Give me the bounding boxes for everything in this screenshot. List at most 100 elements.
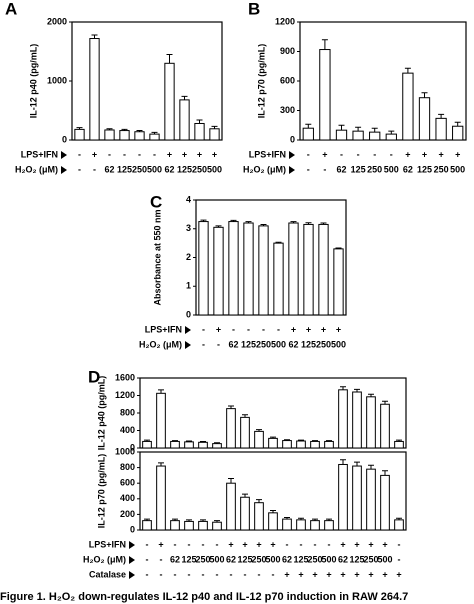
condition-value: -	[244, 569, 247, 579]
condition-value: 62	[164, 164, 174, 174]
condition-value: -	[323, 164, 326, 174]
y-tick-label: 300	[280, 105, 295, 115]
error-bar	[335, 247, 342, 249]
bar	[212, 443, 222, 449]
condition-value: -	[78, 164, 81, 174]
y-axis-label: IL-12 p40 (pg/mL)	[28, 44, 38, 119]
bar	[142, 440, 152, 449]
condition-value: -	[188, 569, 191, 579]
condition-value: 62	[338, 554, 348, 564]
bar	[418, 97, 431, 141]
condition-value: 62	[336, 164, 346, 174]
y-tick-label: 1	[186, 281, 191, 291]
error-bar	[144, 518, 150, 521]
bar	[394, 519, 404, 531]
condition-value: +	[284, 569, 289, 579]
condition-value: -	[108, 149, 111, 159]
bar	[212, 521, 222, 531]
condition-value: -	[174, 569, 177, 579]
condition-value: -	[357, 149, 360, 159]
error-bar	[245, 221, 252, 223]
condition-value: 62	[228, 339, 238, 349]
bar	[352, 130, 364, 141]
error-bar	[305, 123, 312, 129]
bar	[184, 441, 194, 449]
y-tick-label: 0	[62, 134, 67, 144]
condition-value: 250	[132, 164, 147, 174]
condition-value: -	[373, 149, 376, 159]
panel-letter: D	[88, 367, 100, 386]
bar	[273, 242, 284, 316]
condition-value: 125	[349, 554, 364, 564]
condition-value: 62	[104, 164, 114, 174]
bar	[302, 127, 314, 141]
bar	[119, 130, 130, 141]
condition-value: +	[336, 324, 341, 334]
bar	[324, 520, 334, 531]
error-bar	[270, 436, 276, 439]
condition-value: 62	[288, 339, 298, 349]
bar	[184, 520, 194, 531]
condition-value: 125	[351, 164, 366, 174]
error-bar	[106, 128, 113, 130]
error-bar	[172, 518, 178, 521]
condition-value: -	[138, 149, 141, 159]
condition-value: +	[382, 569, 387, 579]
condition-value: -	[93, 164, 96, 174]
condition-value: -	[202, 324, 205, 334]
error-bar	[260, 223, 267, 226]
condition-value: 500	[271, 339, 286, 349]
bar	[156, 392, 166, 449]
y-tick-label: 1000	[47, 75, 67, 85]
bar	[324, 440, 334, 449]
condition-value: -	[202, 569, 205, 579]
caption: Figure 1. H₂O₂ down-regulates IL-12 p40 …	[0, 591, 408, 603]
condition-value: +	[212, 149, 217, 159]
error-bar	[438, 113, 445, 119]
error-bar	[404, 67, 411, 74]
condition-value: +	[354, 569, 359, 579]
error-bar	[340, 459, 346, 465]
bar	[303, 223, 314, 316]
row-arrow	[289, 151, 295, 159]
condition-value: +	[306, 324, 311, 334]
bar	[282, 440, 292, 449]
condition-value: +	[326, 569, 331, 579]
bar	[288, 222, 299, 316]
error-bar	[151, 131, 158, 135]
y-tick-label: 2000	[47, 16, 67, 26]
panel-letter: A	[5, 0, 17, 18]
condition-value: -	[390, 149, 393, 159]
row-arrow	[129, 571, 135, 579]
error-bar	[312, 440, 318, 442]
bar	[452, 125, 464, 141]
bar	[243, 222, 254, 316]
condition-value: 125	[177, 164, 192, 174]
condition-value: +	[291, 324, 296, 334]
error-bar	[382, 470, 388, 476]
error-bar	[211, 125, 218, 129]
row-arrow	[185, 341, 191, 349]
condition-value: 500	[377, 554, 392, 564]
condition-value: 250	[434, 164, 449, 174]
row-arrow	[61, 151, 67, 159]
bar	[194, 122, 205, 141]
condition-value: +	[158, 539, 163, 549]
error-bar	[284, 439, 290, 441]
error-bar	[270, 510, 276, 513]
y-axis-label: IL-12 p40 (pg/mL)	[96, 376, 106, 451]
row-arrow	[289, 166, 295, 174]
condition-value: -	[314, 539, 317, 549]
error-bar	[196, 119, 203, 124]
condition-value: -	[307, 164, 310, 174]
error-bar	[91, 34, 98, 39]
error-bar	[290, 221, 297, 223]
error-bar	[256, 499, 262, 503]
condition-value: -	[340, 149, 343, 159]
row-arrow	[129, 556, 135, 564]
bar	[240, 496, 250, 531]
condition-value: +	[405, 149, 410, 159]
bar	[226, 408, 236, 449]
y-tick-label: 600	[280, 75, 295, 85]
error-bar	[396, 517, 402, 520]
